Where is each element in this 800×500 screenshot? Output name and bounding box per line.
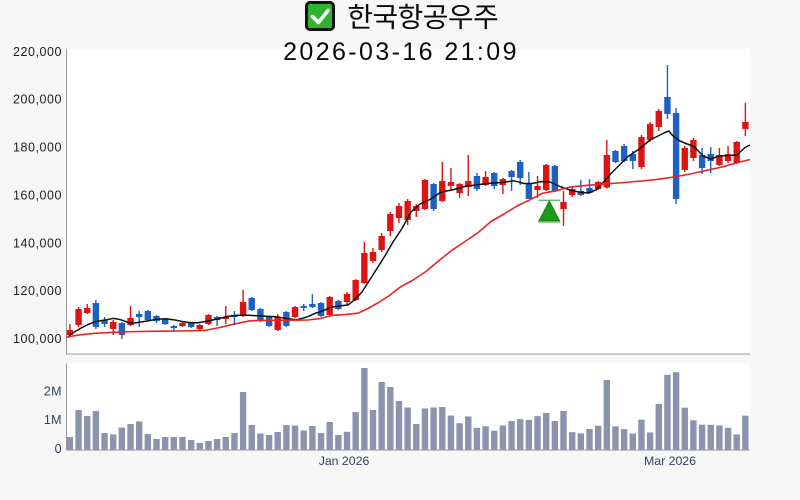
svg-text:100,000: 100,000 bbox=[13, 332, 62, 346]
svg-text:200,000: 200,000 bbox=[13, 93, 62, 107]
svg-text:2M: 2M bbox=[44, 384, 62, 398]
svg-text:1M: 1M bbox=[44, 413, 62, 427]
svg-text:160,000: 160,000 bbox=[13, 188, 62, 202]
svg-text:180,000: 180,000 bbox=[13, 141, 62, 155]
svg-text:Mar 2026: Mar 2026 bbox=[644, 454, 696, 468]
svg-text:220,000: 220,000 bbox=[13, 45, 62, 59]
svg-text:0: 0 bbox=[55, 442, 62, 456]
svg-text:2026-03-16 21:09: 2026-03-16 21:09 bbox=[283, 38, 519, 66]
svg-text:Jan 2026: Jan 2026 bbox=[319, 454, 370, 468]
svg-text:140,000: 140,000 bbox=[13, 236, 62, 250]
svg-text:120,000: 120,000 bbox=[13, 284, 62, 298]
